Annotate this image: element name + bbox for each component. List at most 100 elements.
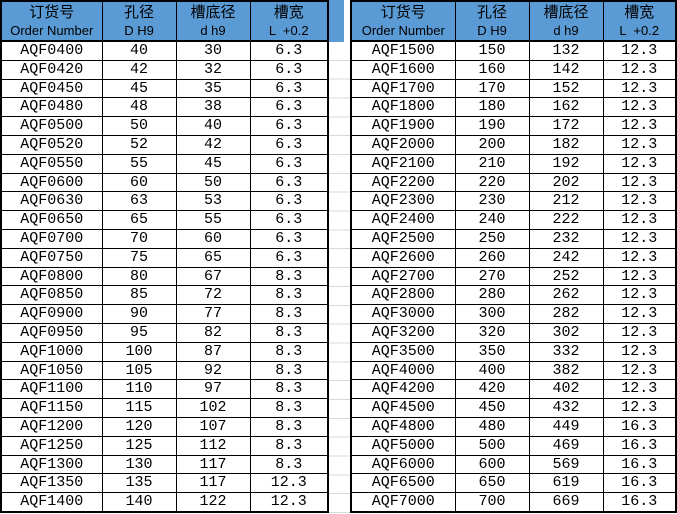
col-header-order-number: 订货号 Order Number	[0, 0, 103, 42]
table-cell: AQF1250	[0, 435, 103, 456]
table-cell: 270	[454, 266, 530, 287]
table-cell: 240	[454, 210, 530, 230]
table-cell: 6.3	[249, 153, 329, 174]
table-row: AQF1900 190 172 12.3	[350, 116, 677, 136]
table-row: AQF4500 450 432 12.3	[350, 398, 677, 418]
table-cell: 202	[528, 172, 604, 193]
table-gap-gridlines	[329, 42, 350, 514]
table-cell: 12.3	[602, 360, 677, 381]
table-row: AQF0850 85 72 8.3	[0, 285, 329, 306]
table-cell: 300	[454, 304, 530, 324]
table-cell: 192	[528, 153, 604, 174]
table-cell: 12.3	[602, 40, 677, 61]
table-cell: 75	[101, 247, 177, 268]
table-cell: AQF0550	[0, 153, 103, 174]
table-cell: 140	[101, 492, 177, 513]
table-row: AQF2800 280 262 12.3	[350, 285, 677, 306]
table-row: AQF0600 60 50 6.3	[0, 172, 329, 193]
table-cell: 16.3	[602, 454, 677, 475]
table-cell: 38	[175, 97, 251, 118]
table-cell: 125	[101, 435, 177, 456]
table-cell: 8.3	[249, 416, 329, 437]
table-row: AQF7000 700 669 16.3	[350, 492, 677, 513]
table-cell: 35	[175, 78, 251, 99]
table-cell: AQF1900	[350, 116, 456, 136]
table-cell: 45	[175, 153, 251, 174]
col-header-groove-width-zh: 槽宽	[624, 4, 655, 21]
table-cell: AQF2500	[350, 228, 456, 249]
table-row: AQF1700 170 152 12.3	[350, 78, 677, 99]
table-cell: AQF2700	[350, 266, 456, 287]
table-cell: 12.3	[602, 78, 677, 99]
col-header-groove-bottom-diameter-zh: 槽底径	[190, 4, 236, 21]
table-cell: 182	[528, 134, 604, 155]
col-header-hole-diameter-zh: 孔径	[123, 4, 154, 21]
table-cell: 16.3	[602, 473, 677, 494]
table-cell: 569	[528, 454, 604, 475]
table-cell: 117	[175, 473, 251, 494]
table-cell: 172	[528, 116, 604, 136]
table-cell: 77	[175, 304, 251, 324]
table-row: AQF0480 48 38 6.3	[0, 97, 329, 118]
col-header-hole-diameter: 孔径 D H9	[101, 0, 177, 42]
table-cell: 12.3	[602, 191, 677, 212]
table-cell: 67	[175, 266, 251, 287]
table-gap-header-fill	[329, 0, 350, 42]
table-cell: 16.3	[602, 416, 677, 437]
table-cell: AQF1500	[350, 40, 456, 61]
table-row: AQF2400 240 222 12.3	[350, 210, 677, 230]
table-cell: 6.3	[249, 210, 329, 230]
table-cell: 450	[454, 398, 530, 418]
table-row: AQF4200 420 402 12.3	[350, 379, 677, 400]
table-cell: 52	[101, 134, 177, 155]
table-cell: 82	[175, 322, 251, 343]
col-header-groove-width-en: L +0.2	[268, 23, 309, 38]
table-cell: AQF2200	[350, 172, 456, 193]
table-cell: 230	[454, 191, 530, 212]
table-row: AQF2100 210 192 12.3	[350, 153, 677, 174]
table-row: AQF2000 200 182 12.3	[350, 134, 677, 155]
table-cell: 105	[101, 360, 177, 381]
table-row: AQF1050 105 92 8.3	[0, 360, 329, 381]
table-row: AQF5000 500 469 16.3	[350, 435, 677, 456]
table-cell: 8.3	[249, 304, 329, 324]
table-cell: 302	[528, 322, 604, 343]
table-cell: 80	[101, 266, 177, 287]
table-cell: AQF1350	[0, 473, 103, 494]
table-cell: 382	[528, 360, 604, 381]
table-cell: 40	[175, 116, 251, 136]
table-cell: 8.3	[249, 285, 329, 306]
table-cell: AQF0420	[0, 59, 103, 80]
table-cell: 42	[175, 134, 251, 155]
table-cell: 200	[454, 134, 530, 155]
table-cell: 16.3	[602, 492, 677, 513]
table-cell: 700	[454, 492, 530, 513]
table-cell: 8.3	[249, 454, 329, 475]
table-cell: 115	[101, 398, 177, 418]
table-cell: AQF2600	[350, 247, 456, 268]
table-cell: 242	[528, 247, 604, 268]
table-cell: AQF0450	[0, 78, 103, 99]
table-cell: 12.3	[602, 322, 677, 343]
table-cell: AQF0750	[0, 247, 103, 268]
table-cell: 70	[101, 228, 177, 249]
table-cell: 12.3	[602, 116, 677, 136]
table-cell: 252	[528, 266, 604, 287]
table-row: AQF0900 90 77 8.3	[0, 304, 329, 324]
table-cell: 72	[175, 285, 251, 306]
table-cell: 282	[528, 304, 604, 324]
table-cell: 12.3	[602, 304, 677, 324]
col-header-order-number-zh: 订货号	[29, 4, 75, 21]
table-cell: AQF3000	[350, 304, 456, 324]
table-cell: AQF1050	[0, 360, 103, 381]
table-cell: 12.3	[602, 210, 677, 230]
table-cell: 16.3	[602, 435, 677, 456]
table-cell: 8.3	[249, 379, 329, 400]
table-cell: AQF1600	[350, 59, 456, 80]
table-cell: AQF0520	[0, 134, 103, 155]
table-cell: 212	[528, 191, 604, 212]
table-cell: 120	[101, 416, 177, 437]
table-cell: 152	[528, 78, 604, 99]
table-cell: 262	[528, 285, 604, 306]
table-cell: 8.3	[249, 398, 329, 418]
